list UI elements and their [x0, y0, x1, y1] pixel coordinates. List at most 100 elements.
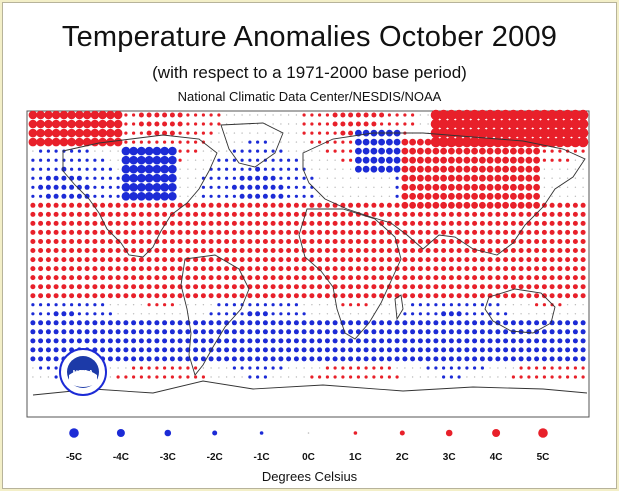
- anomaly-dot: [349, 375, 353, 379]
- anomaly-dot: [115, 220, 121, 226]
- anomaly-dot: [440, 201, 447, 209]
- anomaly-dot: [410, 347, 416, 353]
- anomaly-dot: [488, 312, 492, 316]
- anomaly-dot: [419, 367, 422, 369]
- anomaly-dot: [518, 220, 524, 226]
- anomaly-dot: [464, 356, 470, 362]
- anomaly-dot: [247, 275, 253, 281]
- anomaly-dot: [324, 220, 330, 226]
- anomaly-dot: [53, 257, 59, 263]
- anomaly-dot: [194, 195, 197, 197]
- anomaly-dot: [472, 347, 478, 353]
- anomaly-dot: [363, 356, 369, 362]
- anomaly-dot: [472, 211, 478, 217]
- anomaly-dot: [562, 118, 573, 130]
- anomaly-dot: [379, 220, 385, 226]
- anomaly-dot: [425, 229, 431, 235]
- anomaly-dot: [355, 239, 361, 244]
- anomaly-dot: [101, 176, 105, 180]
- anomaly-dot: [425, 293, 431, 299]
- anomaly-dot: [218, 141, 220, 143]
- anomaly-dot: [92, 284, 98, 290]
- anomaly-dot: [473, 312, 477, 316]
- anomaly-dot: [371, 112, 377, 118]
- anomaly-dot: [393, 147, 401, 155]
- anomaly-dot: [557, 211, 563, 217]
- anomaly-dot: [340, 239, 346, 244]
- anomaly-dot: [53, 347, 59, 353]
- anomaly-dot: [495, 338, 501, 344]
- anomaly-dot: [310, 131, 314, 135]
- anomaly-dot: [168, 192, 177, 201]
- anomaly-dot: [348, 275, 354, 281]
- anomaly-dot: [278, 293, 284, 299]
- anomaly-dot: [494, 147, 502, 155]
- anomaly-dot: [448, 220, 454, 226]
- anomaly-dot: [270, 266, 276, 272]
- legend-label: -4C: [113, 452, 129, 463]
- anomaly-dot: [240, 167, 244, 171]
- anomaly-dot: [566, 366, 570, 370]
- anomaly-dot: [263, 149, 267, 153]
- anomaly-dot: [146, 320, 152, 326]
- anomaly-dot: [503, 356, 509, 362]
- anomaly-dot: [301, 338, 307, 344]
- anomaly-dot: [187, 186, 189, 188]
- anomaly-dot: [240, 149, 244, 153]
- anomaly-dot: [551, 186, 553, 188]
- anomaly-dot: [318, 131, 322, 135]
- anomaly-dot: [541, 338, 547, 344]
- anomaly-dot: [67, 128, 76, 138]
- anomaly-dot: [309, 211, 315, 217]
- anomaly-dot: [526, 229, 532, 235]
- anomaly-dot: [248, 167, 252, 171]
- anomaly-dot: [317, 266, 323, 272]
- anomaly-dot: [441, 320, 447, 326]
- anomaly-dot: [146, 130, 152, 136]
- anomaly-dot: [534, 248, 540, 253]
- anomaly-dot: [387, 375, 391, 379]
- anomaly-dot: [518, 275, 524, 281]
- anomaly-dot: [255, 266, 261, 272]
- anomaly-dot: [559, 186, 561, 188]
- anomaly-dot: [154, 356, 160, 362]
- anomaly-dot: [121, 146, 131, 156]
- anomaly-dot: [565, 284, 571, 290]
- anomaly-dot: [526, 211, 532, 217]
- anomaly-dot: [309, 320, 315, 326]
- anomaly-dot: [432, 201, 440, 209]
- anomaly-dot: [53, 356, 59, 362]
- anomaly-dot: [200, 257, 206, 263]
- anomaly-dot: [233, 376, 236, 378]
- anomaly-dot: [193, 211, 199, 217]
- anomaly-dot: [461, 127, 473, 139]
- anomaly-dot: [448, 201, 455, 209]
- anomaly-dot: [404, 367, 406, 369]
- anomaly-dot: [101, 312, 105, 316]
- anomaly-dot: [240, 366, 244, 370]
- anomaly-dot: [77, 312, 81, 316]
- anomaly-dot: [380, 122, 384, 126]
- anomaly-dot: [108, 312, 112, 316]
- anomaly-dot: [349, 149, 353, 153]
- anomaly-dot: [178, 131, 182, 135]
- anomaly-dot: [393, 138, 401, 146]
- anomaly-dot: [100, 329, 106, 335]
- anomaly-dot: [546, 109, 558, 121]
- anomaly-dot: [309, 275, 315, 281]
- anomaly-dot: [171, 313, 174, 315]
- anomaly-dot: [107, 266, 113, 272]
- anomaly-dot: [61, 175, 67, 181]
- anomaly-dot: [500, 127, 511, 139]
- anomaly-dot: [531, 109, 542, 121]
- anomaly-dot: [362, 147, 370, 155]
- anomaly-dot: [255, 175, 261, 181]
- anomaly-dot: [471, 192, 478, 200]
- anomaly-dot: [424, 174, 432, 182]
- anomaly-dot: [309, 229, 315, 235]
- anomaly-dot: [100, 239, 106, 244]
- anomaly-dot: [441, 220, 447, 226]
- anomaly-dot: [325, 366, 329, 370]
- anomaly-dot: [549, 356, 555, 362]
- anomaly-dot: [518, 284, 524, 290]
